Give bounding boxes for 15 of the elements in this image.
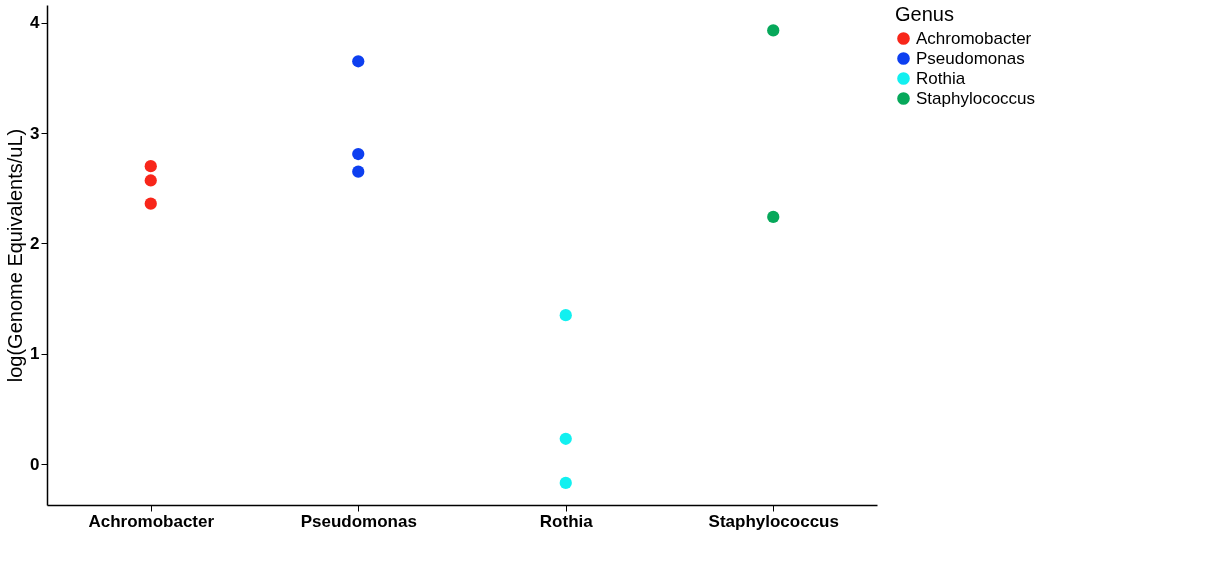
y-tick-label: 1 [30,344,40,364]
legend-label: Rothia [916,68,966,88]
x-tick-label: Pseudomonas [300,511,417,531]
y-axis-title: log(Genome Equivalents/uL) [4,128,27,383]
x-tick-label: Achromobacter [88,511,215,531]
legend-title: Genus [895,3,954,25]
y-tick-label: 2 [30,233,40,253]
legend-label: Staphylococcus [916,88,1036,108]
x-tick-label: Rothia [539,511,594,531]
legend-label: Pseudomonas [916,48,1025,68]
legend-label: Achromobacter [916,28,1032,48]
y-tick-label: 4 [30,13,41,33]
y-tick-label: 0 [30,454,40,474]
y-tick-label: 3 [30,123,40,143]
x-tick-label: Staphylococcus [708,511,839,531]
